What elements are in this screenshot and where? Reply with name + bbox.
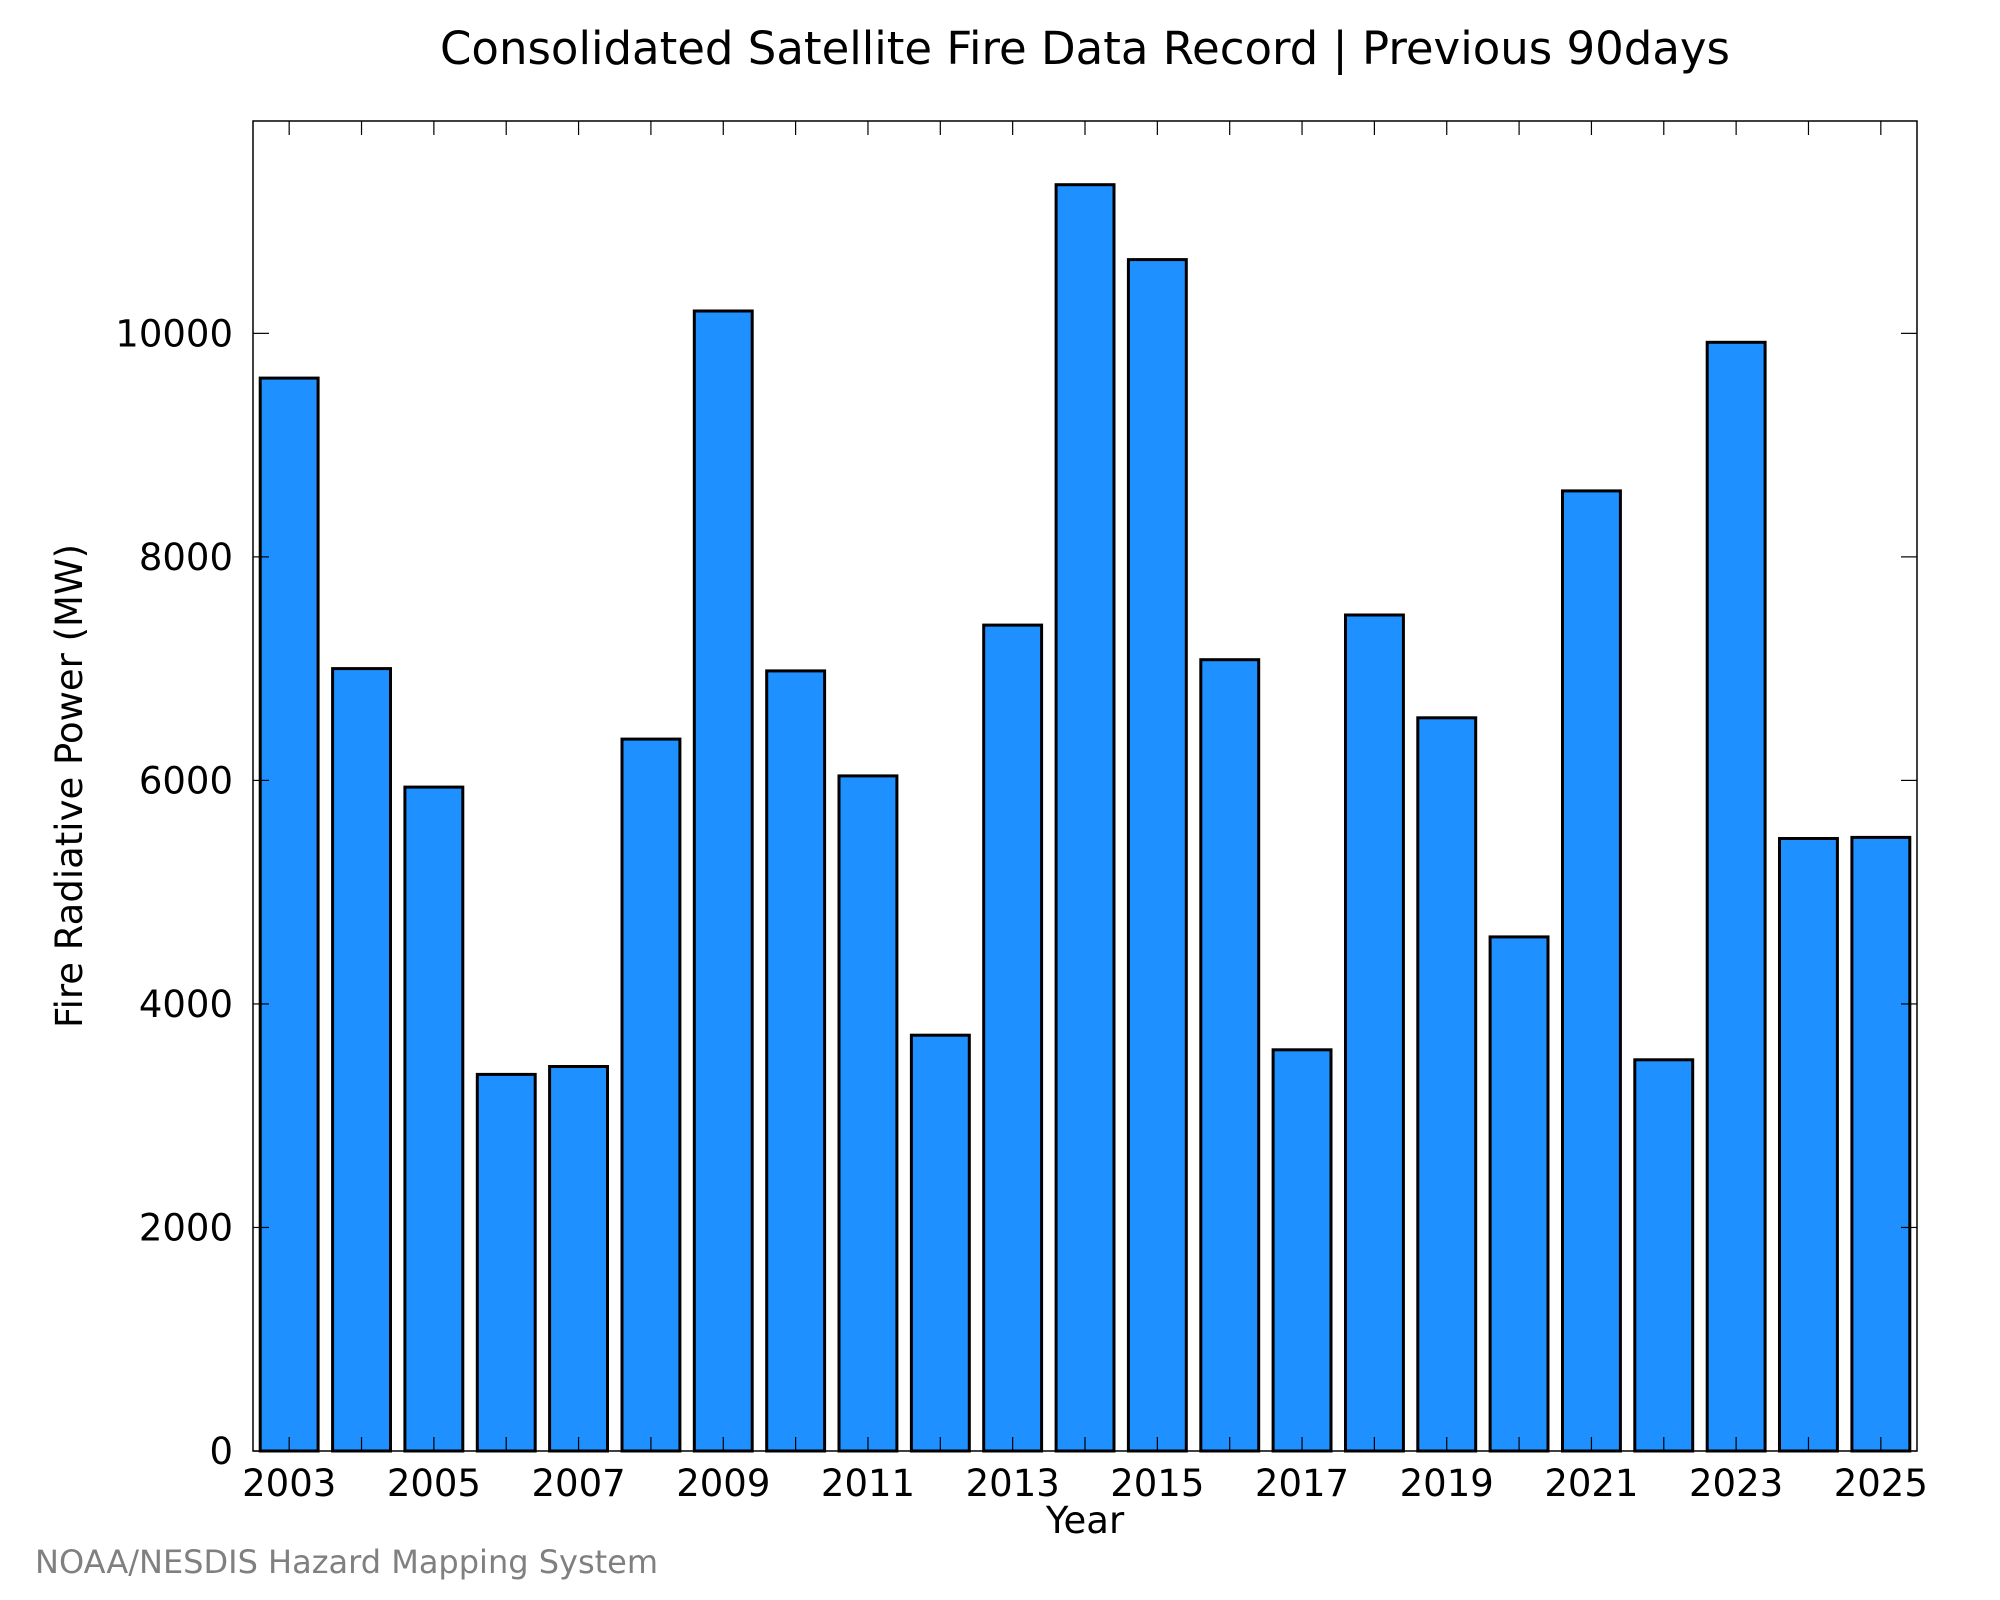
x-tick-label: 2015 (1110, 1462, 1204, 1505)
x-tick-label: 2003 (242, 1462, 336, 1505)
y-tick-label: 10000 (115, 312, 233, 355)
x-tick-label: 2007 (532, 1462, 626, 1505)
x-tick-label: 2009 (676, 1462, 770, 1505)
bar-2013 (982, 623, 1044, 1453)
bar-2007 (548, 1065, 609, 1453)
bar-2017 (1271, 1048, 1333, 1453)
bar-2008 (620, 737, 682, 1453)
bar-2025 (1850, 835, 1912, 1453)
x-tick-label: 2017 (1255, 1462, 1349, 1505)
chart-title: Consolidated Satellite Fire Data Record … (440, 22, 1730, 75)
bars-layer (258, 183, 1912, 1453)
x-tick-label: 2011 (821, 1462, 915, 1505)
y-tick-label: 2000 (139, 1207, 233, 1250)
y-tick-label: 0 (209, 1430, 233, 1473)
x-tick-label: 2023 (1689, 1462, 1783, 1505)
bar-2022 (1633, 1058, 1695, 1453)
bar-2006 (475, 1072, 537, 1453)
bar-2018 (1344, 613, 1405, 1453)
bar-2005 (403, 785, 465, 1453)
y-tick-labels: 0 2000 4000 6000 8000 10000 (115, 312, 233, 1473)
x-tick-label: 2025 (1834, 1462, 1928, 1505)
bar-2009 (692, 309, 754, 1453)
source-credit: NOAA/NESDIS Hazard Mapping System (35, 1543, 658, 1581)
bar-2004 (331, 667, 393, 1453)
x-tick-label: 2013 (966, 1462, 1060, 1505)
bar-2019 (1416, 716, 1478, 1453)
bar-2020 (1488, 935, 1550, 1453)
bar-2011 (837, 774, 899, 1453)
bar-2016 (1199, 658, 1261, 1453)
x-axis-label: Year (1045, 1499, 1125, 1542)
bar-2023 (1705, 340, 1767, 1453)
bar-2014 (1054, 183, 1116, 1453)
x-tick-label: 2021 (1544, 1462, 1638, 1505)
y-axis-label: Fire Radiative Power (MW) (48, 544, 91, 1028)
bar-2003 (258, 376, 320, 1453)
x-tick-labels: 2003 2005 2007 2009 2011 2013 2015 2017 2019 2021… (242, 1462, 1928, 1505)
y-tick-label: 8000 (139, 536, 233, 579)
plot-frame (252, 120, 1918, 1452)
bar-2012 (909, 1033, 971, 1453)
y-tick-label: 4000 (139, 983, 233, 1026)
x-tick-label: 2005 (387, 1462, 481, 1505)
y-tick-label: 6000 (139, 759, 233, 802)
bar-2021 (1561, 489, 1622, 1453)
bar-2015 (1126, 258, 1188, 1453)
bar-2024 (1778, 837, 1839, 1453)
x-tick-label: 2019 (1400, 1462, 1494, 1505)
bar-2010 (765, 669, 827, 1453)
